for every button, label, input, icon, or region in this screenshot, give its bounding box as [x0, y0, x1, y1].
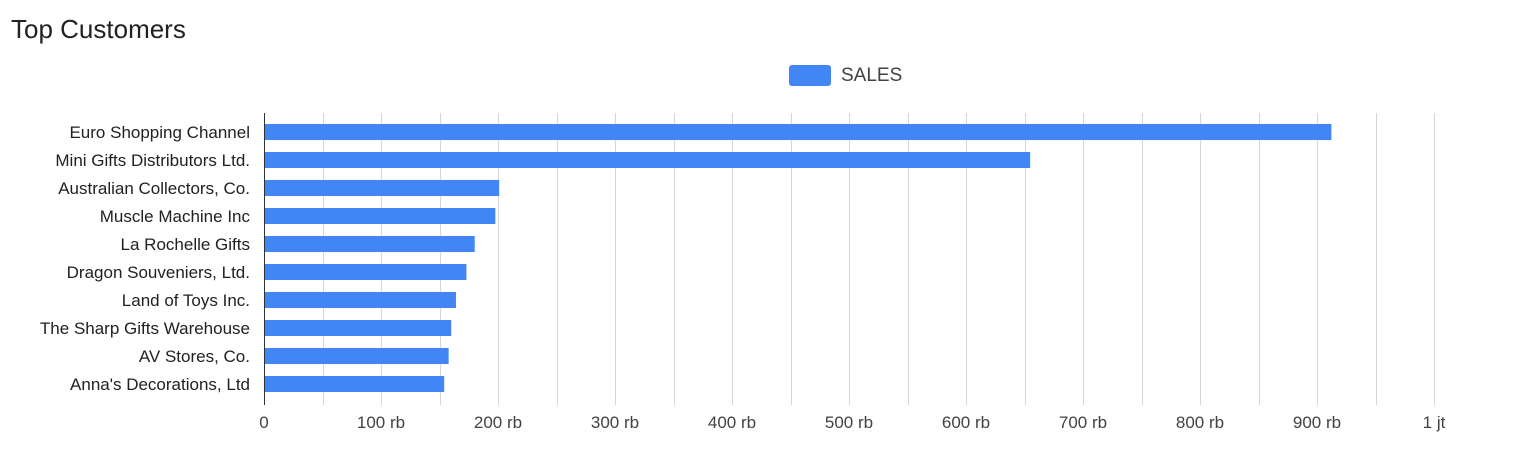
category-label: Australian Collectors, Co. [58, 179, 250, 198]
legend-swatch-sales[interactable] [789, 65, 831, 86]
x-tick-label: 600 rb [942, 413, 990, 432]
x-tick-label: 1 jt [1423, 413, 1446, 432]
bar-1[interactable] [265, 124, 1331, 140]
category-label: Land of Toys Inc. [122, 291, 250, 310]
category-label: Dragon Souveniers, Ltd. [67, 263, 250, 282]
legend-label-sales[interactable]: SALES [841, 65, 902, 86]
x-tick-label: 900 rb [1293, 413, 1341, 432]
category-label: Anna's Decorations, Ltd [70, 375, 250, 394]
bars [265, 124, 1331, 392]
bar-5[interactable] [265, 236, 475, 252]
category-label: Mini Gifts Distributors Ltd. [55, 151, 250, 170]
bar-10[interactable] [265, 376, 444, 392]
bar-7[interactable] [265, 292, 456, 308]
x-tick-label: 500 rb [825, 413, 873, 432]
x-tick-label: 700 rb [1059, 413, 1107, 432]
x-tick-label: 400 rb [708, 413, 756, 432]
bar-9[interactable] [265, 348, 449, 364]
category-label: The Sharp Gifts Warehouse [40, 319, 250, 338]
category-label: Muscle Machine Inc [100, 207, 251, 226]
category-label: La Rochelle Gifts [121, 235, 250, 254]
x-axis-tick-labels: 0 100 rb 200 rb 300 rb 400 rb 500 rb 600 rb 700… [259, 413, 1445, 432]
category-label: Euro Shopping Channel [69, 123, 250, 142]
x-tick-label: 100 rb [357, 413, 405, 432]
legend[interactable]: SALES [789, 65, 902, 86]
bar-4[interactable] [265, 208, 495, 224]
x-tick-label: 200 rb [474, 413, 522, 432]
bar-8[interactable] [265, 320, 451, 336]
category-labels: Euro Shopping Channel Mini Gifts Distribu… [40, 123, 251, 394]
category-label: AV Stores, Co. [139, 347, 250, 366]
bar-2[interactable] [265, 152, 1030, 168]
bar-3[interactable] [265, 180, 499, 196]
x-tick-label: 0 [259, 413, 268, 432]
bar-6[interactable] [265, 264, 466, 280]
x-tick-label: 300 rb [591, 413, 639, 432]
x-tick-label: 800 rb [1176, 413, 1224, 432]
